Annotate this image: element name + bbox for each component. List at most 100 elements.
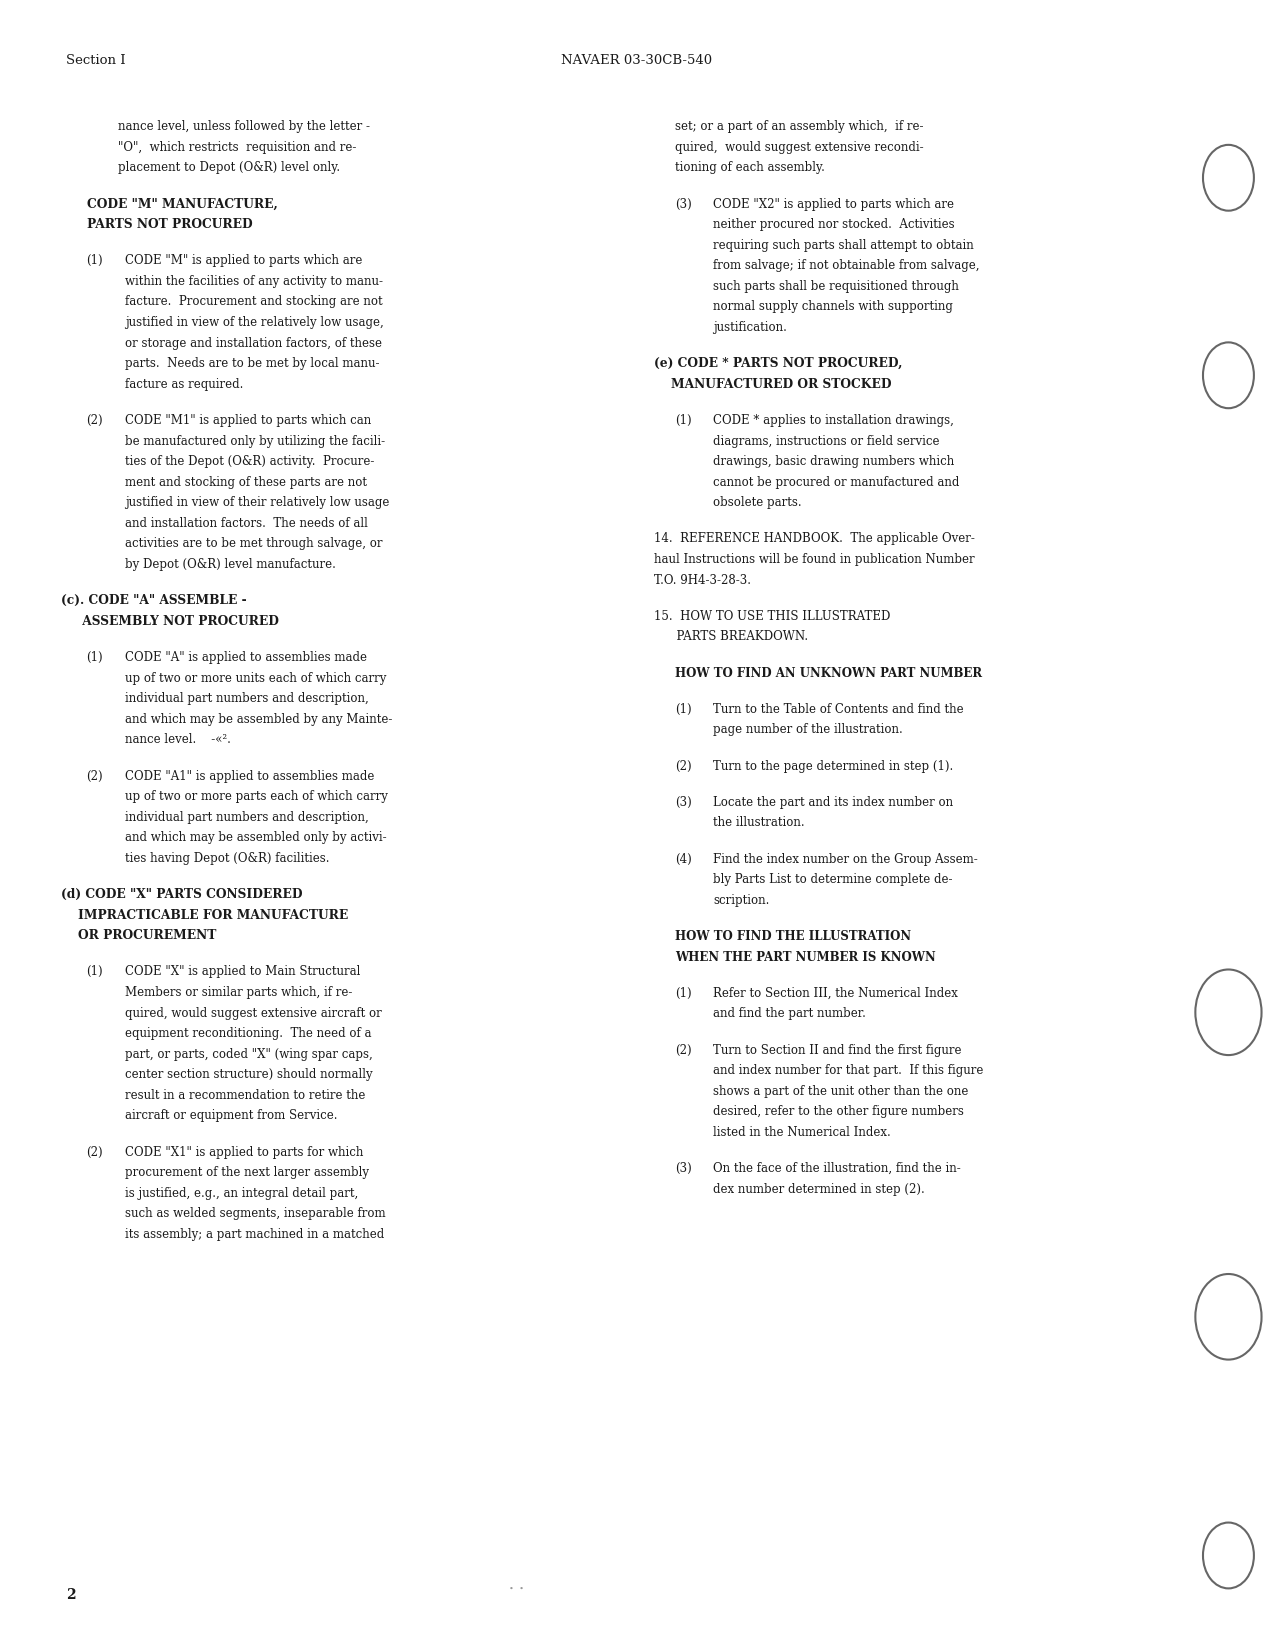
Text: 15.  HOW TO USE THIS ILLUSTRATED: 15. HOW TO USE THIS ILLUSTRATED [654,611,891,622]
Text: •  •: • • [509,1585,524,1593]
Text: cannot be procured or manufactured and: cannot be procured or manufactured and [713,476,960,489]
Text: ties having Depot (O&R) facilities.: ties having Depot (O&R) facilities. [125,853,330,864]
Text: and find the part number.: and find the part number. [713,1007,866,1021]
Text: (1): (1) [87,652,103,663]
Text: Refer to Section III, the Numerical Index: Refer to Section III, the Numerical Inde… [713,986,957,999]
Text: by Depot (O&R) level manufacture.: by Depot (O&R) level manufacture. [125,558,336,571]
Text: shows a part of the unit other than the one: shows a part of the unit other than the … [713,1085,969,1098]
Text: page number of the illustration.: page number of the illustration. [713,724,903,736]
Text: CODE "X2" is applied to parts which are: CODE "X2" is applied to parts which are [713,198,953,211]
Text: (3): (3) [675,198,691,211]
Text: within the facilities of any activity to manu-: within the facilities of any activity to… [125,275,383,288]
Text: nance level.    -«².: nance level. -«². [125,734,230,746]
Text: WHEN THE PART NUMBER IS KNOWN: WHEN THE PART NUMBER IS KNOWN [675,950,936,963]
Text: (2): (2) [675,760,691,772]
Text: (1): (1) [675,986,691,999]
Text: and installation factors.  The needs of all: and installation factors. The needs of a… [125,517,368,530]
Text: CODE "M1" is applied to parts which can: CODE "M1" is applied to parts which can [125,415,370,426]
Text: OR PROCUREMENT: OR PROCUREMENT [61,928,216,942]
Text: Turn to the Table of Contents and find the: Turn to the Table of Contents and find t… [713,703,964,716]
Text: dex number determined in step (2).: dex number determined in step (2). [713,1182,924,1195]
Text: quired,  would suggest extensive recondi-: quired, would suggest extensive recondi- [675,142,923,153]
Text: CODE "X" is applied to Main Structural: CODE "X" is applied to Main Structural [125,965,360,978]
Text: its assembly; a part machined in a matched: its assembly; a part machined in a match… [125,1228,384,1241]
Text: PARTS NOT PROCURED: PARTS NOT PROCURED [87,219,252,230]
Text: placement to Depot (O&R) level only.: placement to Depot (O&R) level only. [118,161,340,174]
Text: normal supply channels with supporting: normal supply channels with supporting [713,301,952,313]
Text: the illustration.: the illustration. [713,816,805,830]
Text: (c). CODE "A" ASSEMBLE -: (c). CODE "A" ASSEMBLE - [61,594,247,607]
Text: CODE "A1" is applied to assemblies made: CODE "A1" is applied to assemblies made [125,770,374,782]
Text: (1): (1) [87,255,103,267]
Text: (e) CODE * PARTS NOT PROCURED,: (e) CODE * PARTS NOT PROCURED, [654,357,903,370]
Text: IMPRACTICABLE FOR MANUFACTURE: IMPRACTICABLE FOR MANUFACTURE [61,909,349,922]
Text: facture.  Procurement and stocking are not: facture. Procurement and stocking are no… [125,296,382,308]
Text: (1): (1) [675,703,691,716]
Text: part, or parts, coded "X" (wing spar caps,: part, or parts, coded "X" (wing spar cap… [125,1049,373,1060]
Text: PARTS BREAKDOWN.: PARTS BREAKDOWN. [654,630,808,644]
Text: (2): (2) [87,415,103,426]
Text: NAVAER 03-30CB-540: NAVAER 03-30CB-540 [561,54,712,67]
Text: "O",  which restricts  requisition and re-: "O", which restricts requisition and re- [118,142,356,153]
Text: or storage and installation factors, of these: or storage and installation factors, of … [125,337,382,349]
Text: justified in view of their relatively low usage: justified in view of their relatively lo… [125,497,390,509]
Text: justified in view of the relatively low usage,: justified in view of the relatively low … [125,316,383,329]
Text: HOW TO FIND THE ILLUSTRATION: HOW TO FIND THE ILLUSTRATION [675,930,910,943]
Text: equipment reconditioning.  The need of a: equipment reconditioning. The need of a [125,1027,372,1040]
Text: (3): (3) [675,1162,691,1175]
Text: justification.: justification. [713,321,787,334]
Text: T.O. 9H4-3-28-3.: T.O. 9H4-3-28-3. [654,574,751,586]
Text: such parts shall be requisitioned through: such parts shall be requisitioned throug… [713,280,959,293]
Text: On the face of the illustration, find the in-: On the face of the illustration, find th… [713,1162,961,1175]
Text: CODE "M" is applied to parts which are: CODE "M" is applied to parts which are [125,255,362,267]
Text: obsolete parts.: obsolete parts. [713,497,802,509]
Text: Turn to Section II and find the first figure: Turn to Section II and find the first fi… [713,1044,961,1057]
Text: individual part numbers and description,: individual part numbers and description, [125,811,368,823]
Text: haul Instructions will be found in publication Number: haul Instructions will be found in publi… [654,553,975,566]
Text: CODE * applies to installation drawings,: CODE * applies to installation drawings, [713,415,953,426]
Text: (3): (3) [675,797,691,808]
Text: (1): (1) [87,965,103,978]
Text: aircraft or equipment from Service.: aircraft or equipment from Service. [125,1109,337,1123]
Text: (d) CODE "X" PARTS CONSIDERED: (d) CODE "X" PARTS CONSIDERED [61,889,303,900]
Text: (1): (1) [675,415,691,426]
Text: tioning of each assembly.: tioning of each assembly. [675,161,825,174]
Text: CODE "A" is applied to assemblies made: CODE "A" is applied to assemblies made [125,652,367,663]
Text: desired, refer to the other figure numbers: desired, refer to the other figure numbe… [713,1104,964,1118]
Text: individual part numbers and description,: individual part numbers and description, [125,693,368,704]
Text: facture as required.: facture as required. [125,379,243,390]
Text: requiring such parts shall attempt to obtain: requiring such parts shall attempt to ob… [713,239,974,252]
Text: (4): (4) [675,853,691,866]
Text: activities are to be met through salvage, or: activities are to be met through salvage… [125,538,382,550]
Text: Members or similar parts which, if re-: Members or similar parts which, if re- [125,986,353,999]
Text: Locate the part and its index number on: Locate the part and its index number on [713,797,953,808]
Text: nance level, unless followed by the letter -: nance level, unless followed by the lett… [118,120,370,133]
Text: parts.  Needs are to be met by local manu-: parts. Needs are to be met by local manu… [125,357,379,370]
Text: CODE "X1" is applied to parts for which: CODE "X1" is applied to parts for which [125,1146,363,1159]
Text: ment and stocking of these parts are not: ment and stocking of these parts are not [125,476,367,489]
Text: drawings, basic drawing numbers which: drawings, basic drawing numbers which [713,454,955,467]
Text: CODE "M" MANUFACTURE,: CODE "M" MANUFACTURE, [87,198,278,211]
Text: procurement of the next larger assembly: procurement of the next larger assembly [125,1165,369,1179]
Text: such as welded segments, inseparable from: such as welded segments, inseparable fro… [125,1207,386,1220]
Text: listed in the Numerical Index.: listed in the Numerical Index. [713,1126,891,1139]
Text: (2): (2) [87,1146,103,1159]
Text: and which may be assembled by any Mainte-: and which may be assembled by any Mainte… [125,713,392,726]
Text: diagrams, instructions or field service: diagrams, instructions or field service [713,435,939,448]
Text: Turn to the page determined in step (1).: Turn to the page determined in step (1). [713,760,953,772]
Text: MANUFACTURED OR STOCKED: MANUFACTURED OR STOCKED [654,379,892,390]
Text: scription.: scription. [713,894,769,907]
Text: ties of the Depot (O&R) activity.  Procure-: ties of the Depot (O&R) activity. Procur… [125,454,374,467]
Text: neither procured nor stocked.  Activities: neither procured nor stocked. Activities [713,219,955,230]
Text: center section structure) should normally: center section structure) should normall… [125,1068,373,1081]
Text: 2: 2 [66,1588,76,1603]
Text: result in a recommendation to retire the: result in a recommendation to retire the [125,1090,365,1101]
Text: Find the index number on the Group Assem-: Find the index number on the Group Assem… [713,853,978,866]
Text: set; or a part of an assembly which,  if re-: set; or a part of an assembly which, if … [675,120,923,133]
Text: (2): (2) [87,770,103,782]
Text: and index number for that part.  If this figure: and index number for that part. If this … [713,1063,983,1076]
Text: and which may be assembled only by activi-: and which may be assembled only by activ… [125,831,387,844]
Text: 14.  REFERENCE HANDBOOK.  The applicable Over-: 14. REFERENCE HANDBOOK. The applicable O… [654,533,975,545]
Text: (2): (2) [675,1044,691,1057]
Text: ASSEMBLY NOT PROCURED: ASSEMBLY NOT PROCURED [61,616,279,627]
